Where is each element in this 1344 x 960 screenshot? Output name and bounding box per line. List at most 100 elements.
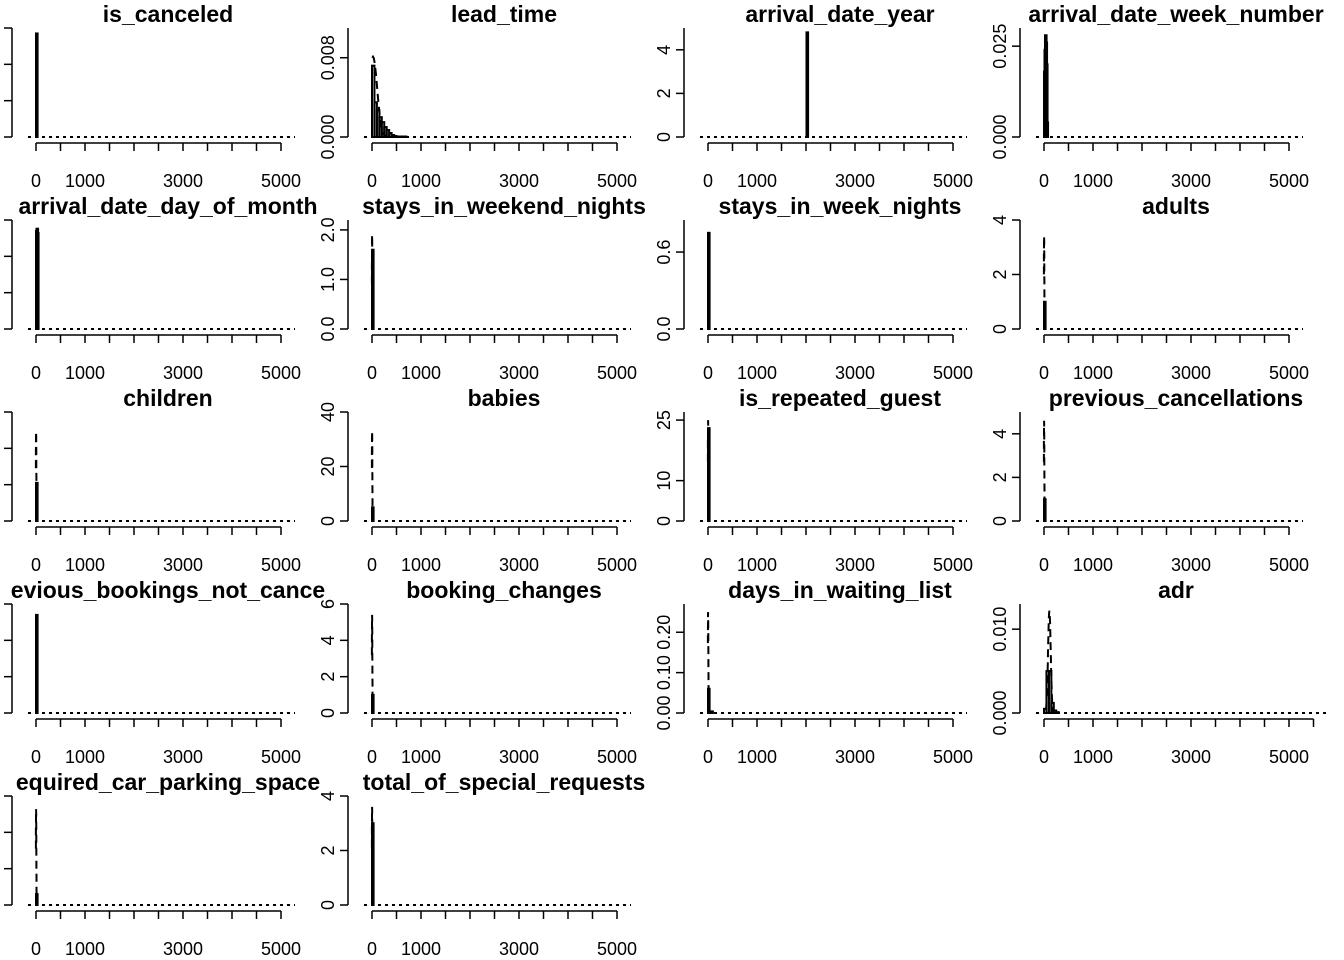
panel-title: adults xyxy=(1142,193,1210,219)
panel-title: total_of_special_requests xyxy=(363,769,646,795)
x-tick-label: 5000 xyxy=(261,363,301,383)
y-tick-label: 0.008 xyxy=(318,35,338,80)
x-tick-label: 1000 xyxy=(65,939,105,959)
y-tick-label: 2 xyxy=(654,88,674,98)
y-tick-label: 0 xyxy=(654,132,674,142)
density-curve xyxy=(370,614,374,714)
density-curve xyxy=(34,809,38,906)
x-tick-label: 5000 xyxy=(933,363,973,383)
x-tick-label: 1000 xyxy=(401,939,441,959)
x-tick-label: 5000 xyxy=(261,171,301,191)
y-tick-label: 0.025 xyxy=(990,24,1010,69)
panel-days_in_waiting_list: days_in_waiting_list 0 1000 3000 5000 0.00 0.1… xyxy=(654,577,973,767)
y-tick-label: 4 xyxy=(318,635,338,645)
density-curve xyxy=(370,431,374,522)
panel-adults: adults 0 1000 3000 5000 0 2 4 xyxy=(990,193,1309,383)
panel-title: days_in_waiting_list xyxy=(728,577,952,603)
panel-title: stays_in_weekend_nights xyxy=(362,193,646,219)
x-tick-label: 5000 xyxy=(597,171,637,191)
x-tick-label: 0 xyxy=(31,939,41,959)
panel-title: booking_changes xyxy=(406,577,602,603)
x-tick-label: 5000 xyxy=(261,555,301,575)
y-tick-label: 0.010 xyxy=(990,607,1010,652)
x-tick-label: 3000 xyxy=(1171,171,1211,191)
panel-evious_bookings_not_cance: evious_bookings_not_cance 0 1000 3000 5000 xyxy=(4,577,325,767)
x-tick-label: 5000 xyxy=(261,939,301,959)
x-tick-label: 0 xyxy=(31,363,41,383)
x-tick-label: 3000 xyxy=(1171,363,1211,383)
y-tick-label: 4 xyxy=(990,429,1010,439)
x-tick-label: 3000 xyxy=(835,171,875,191)
x-tick-label: 3000 xyxy=(499,363,539,383)
panel-title: evious_bookings_not_cance xyxy=(11,577,325,603)
panel-total_of_special_requests: total_of_special_requests 0 1000 3000 5000 0 2… xyxy=(318,769,645,959)
x-tick-label: 1000 xyxy=(1073,555,1113,575)
histogram-bar xyxy=(35,232,40,330)
y-tick-label: 2 xyxy=(318,845,338,855)
x-tick-label: 0 xyxy=(367,171,377,191)
x-tick-label: 1000 xyxy=(737,363,777,383)
histogram-bar xyxy=(805,31,810,138)
panel-title: adr xyxy=(1158,577,1194,603)
x-tick-label: 0 xyxy=(31,747,41,767)
x-tick-label: 3000 xyxy=(835,363,875,383)
panel-previous_cancellations: previous_cancellations 0 1000 3000 5000 0 2 4 xyxy=(990,385,1309,575)
histogram-bar xyxy=(35,32,39,139)
x-tick-label: 0 xyxy=(1039,363,1049,383)
y-tick-label: 2 xyxy=(318,672,338,682)
x-tick-label: 5000 xyxy=(597,555,637,575)
x-tick-label: 1000 xyxy=(65,747,105,767)
x-tick-label: 1000 xyxy=(65,363,105,383)
x-tick-label: 0 xyxy=(703,747,713,767)
density-curve xyxy=(706,420,710,522)
panel-title: babies xyxy=(468,385,541,411)
y-tick-label: 1.0 xyxy=(318,267,338,292)
panel-babies: babies 0 1000 3000 5000 0 20 40 xyxy=(318,385,637,575)
x-tick-label: 5000 xyxy=(261,747,301,767)
y-tick-label: 2 xyxy=(990,472,1010,482)
y-tick-label: 0.6 xyxy=(654,240,674,265)
y-tick-label: 0.0 xyxy=(318,316,338,341)
x-tick-label: 3000 xyxy=(835,555,875,575)
x-tick-label: 0 xyxy=(367,939,377,959)
panel-title: is_canceled xyxy=(103,1,233,27)
panel-title: is_repeated_guest xyxy=(739,385,941,411)
y-tick-label: 4 xyxy=(990,215,1010,225)
panel-title: stays_in_week_nights xyxy=(719,193,962,219)
y-tick-label: 0.20 xyxy=(654,615,674,650)
x-tick-label: 1000 xyxy=(401,171,441,191)
x-tick-label: 3000 xyxy=(499,171,539,191)
x-tick-label: 0 xyxy=(1039,555,1049,575)
y-tick-label: 10 xyxy=(654,471,674,491)
y-tick-label: 20 xyxy=(318,456,338,476)
panel-title: arrival_date_day_of_month xyxy=(18,193,317,219)
histogram-bar xyxy=(35,613,39,715)
x-tick-label: 5000 xyxy=(933,555,973,575)
density-curve xyxy=(1045,610,1060,714)
panel-is_repeated_guest: is_repeated_guest 0 1000 3000 5000 0 10 25 xyxy=(654,385,973,575)
x-tick-label: 3000 xyxy=(1171,747,1211,767)
x-tick-label: 3000 xyxy=(835,747,875,767)
x-tick-label: 1000 xyxy=(1073,363,1113,383)
panel-title: equired_car_parking_space xyxy=(16,769,320,795)
y-tick-label: 0.000 xyxy=(318,114,338,159)
y-tick-label: 2.0 xyxy=(318,217,338,242)
x-tick-label: 1000 xyxy=(65,171,105,191)
panel-booking_changes: booking_changes 0 1000 3000 5000 0 2 4 6 xyxy=(318,577,637,767)
x-tick-label: 3000 xyxy=(163,555,203,575)
x-tick-label: 5000 xyxy=(933,171,973,191)
x-tick-label: 1000 xyxy=(65,555,105,575)
y-tick-label: 6 xyxy=(318,599,338,609)
x-tick-label: 0 xyxy=(1039,747,1049,767)
panel-arrival_date_week_number: arrival_date_week_number 0 1000 3000 5000 0.0… xyxy=(990,1,1324,191)
panel-children: children 0 1000 3000 5000 xyxy=(4,385,301,575)
x-tick-label: 3000 xyxy=(163,747,203,767)
x-tick-label: 0 xyxy=(703,363,713,383)
panel-title: arrival_date_year xyxy=(745,1,934,27)
x-tick-label: 0 xyxy=(31,555,41,575)
x-tick-label: 0 xyxy=(31,171,41,191)
x-tick-label: 1000 xyxy=(737,747,777,767)
x-tick-label: 3000 xyxy=(163,171,203,191)
x-tick-label: 1000 xyxy=(1073,171,1113,191)
histogram-bar xyxy=(707,231,711,330)
